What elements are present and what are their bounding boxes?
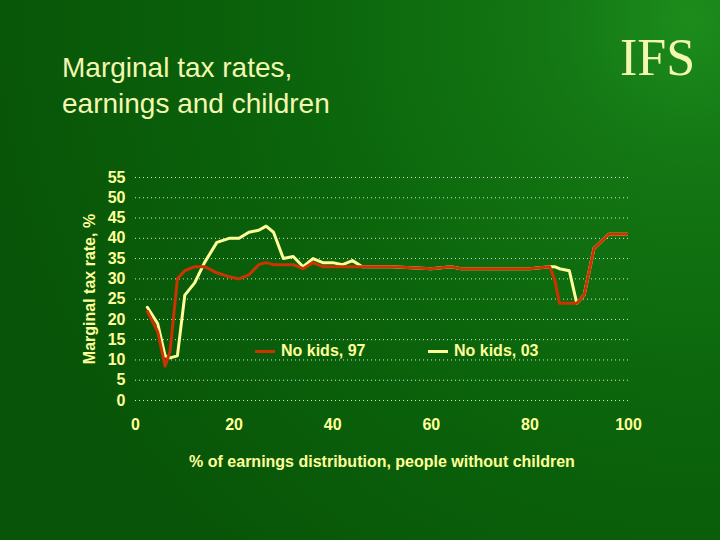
svg-text:40: 40	[324, 416, 342, 433]
svg-text:10: 10	[108, 351, 126, 368]
svg-text:50: 50	[108, 189, 126, 206]
html-text:No kids, 03: No kids, 03	[454, 342, 539, 359]
svg-text:100: 100	[615, 416, 642, 433]
html-text:No kids, 97: No kids, 97	[281, 342, 366, 359]
svg-text:35: 35	[108, 250, 126, 267]
svg-text:25: 25	[108, 290, 126, 307]
html-text:IFS: IFS	[620, 29, 696, 86]
svg-text:80: 80	[521, 416, 539, 433]
html-text:Marginal tax rates, earnings a: Marginal tax rates, earnings and childre…	[62, 52, 330, 119]
svg-text:55: 55	[108, 169, 126, 186]
svg-text:Marginal tax rate, %: Marginal tax rate, %	[81, 214, 98, 364]
svg-text:45: 45	[108, 209, 126, 226]
svg-text:30: 30	[108, 270, 126, 287]
svg-text:60: 60	[422, 416, 440, 433]
svg-text:15: 15	[108, 331, 126, 348]
svg-text:0: 0	[117, 392, 126, 409]
svg-text:% of earnings distribution, pe: % of earnings distribution, people witho…	[189, 453, 575, 470]
svg-text:20: 20	[225, 416, 243, 433]
svg-text:0: 0	[131, 416, 140, 433]
svg-text:40: 40	[108, 229, 126, 246]
svg-text:20: 20	[108, 311, 126, 328]
svg-text:5: 5	[117, 371, 126, 388]
